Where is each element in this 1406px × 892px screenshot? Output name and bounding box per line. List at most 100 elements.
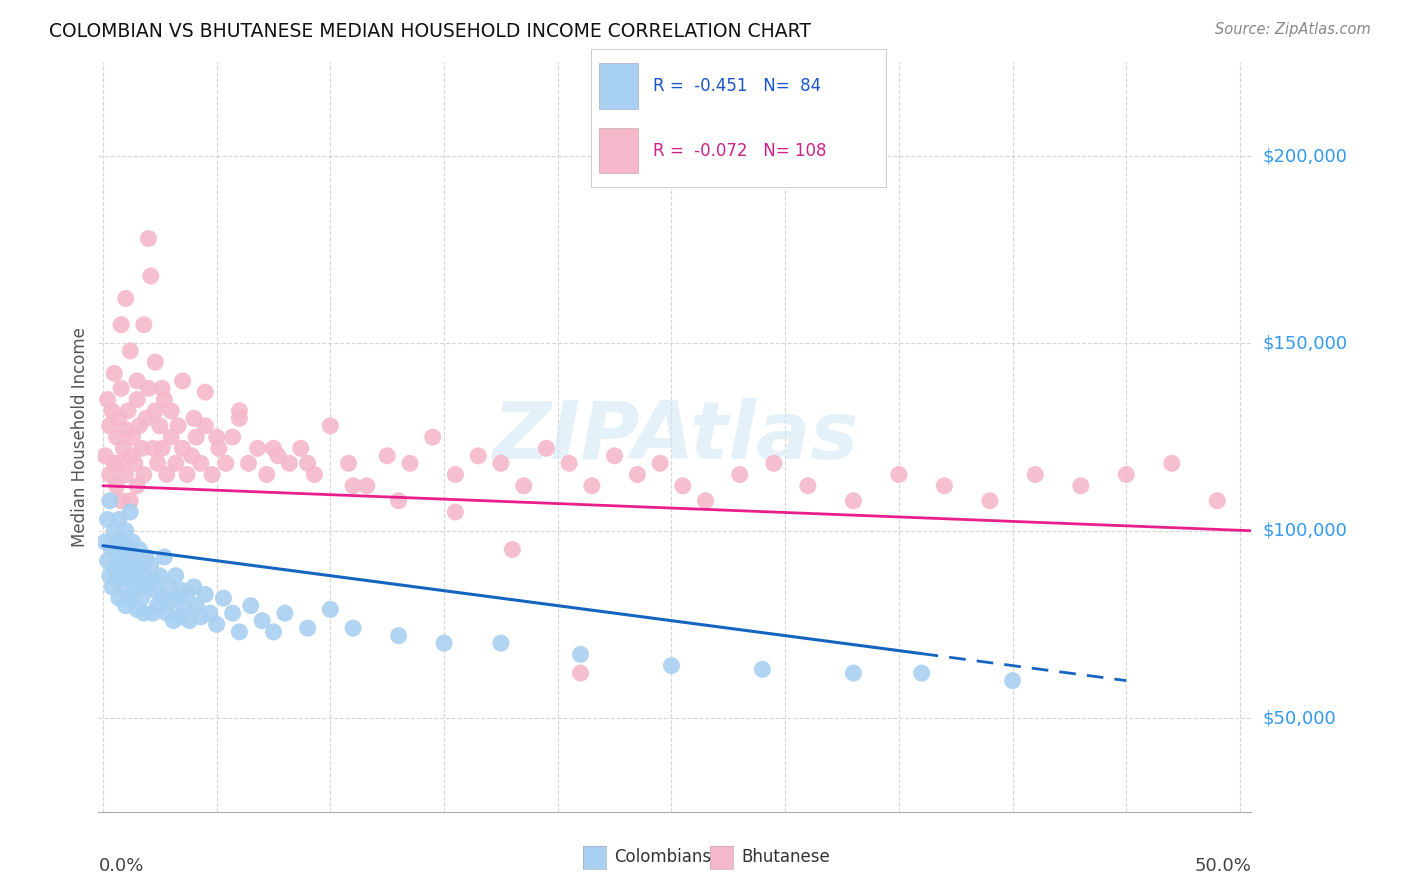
Text: R =  -0.451   N=  84: R = -0.451 N= 84 xyxy=(652,77,821,95)
Point xyxy=(160,404,183,418)
Point xyxy=(179,614,201,628)
Point xyxy=(190,610,212,624)
Point xyxy=(342,479,364,493)
Point xyxy=(103,456,125,470)
Text: COLOMBIAN VS BHUTANESE MEDIAN HOUSEHOLD INCOME CORRELATION CHART: COLOMBIAN VS BHUTANESE MEDIAN HOUSEHOLD … xyxy=(49,22,811,41)
Point xyxy=(153,549,176,564)
Point xyxy=(142,573,165,587)
Point xyxy=(108,512,131,526)
Point xyxy=(94,449,117,463)
Point xyxy=(131,591,153,606)
Point xyxy=(108,591,131,606)
Point xyxy=(150,591,173,606)
Point xyxy=(110,318,132,332)
Point xyxy=(201,467,224,482)
Point xyxy=(108,456,131,470)
Point xyxy=(128,418,150,433)
Point xyxy=(110,531,132,545)
Point xyxy=(172,442,194,456)
Point xyxy=(98,467,121,482)
Point xyxy=(221,606,243,620)
Text: $50,000: $50,000 xyxy=(1263,709,1336,727)
Point xyxy=(143,355,166,369)
Point xyxy=(142,442,165,456)
Point xyxy=(444,505,467,519)
Point xyxy=(399,456,422,470)
Point xyxy=(661,658,683,673)
Point xyxy=(246,442,269,456)
Point xyxy=(728,467,751,482)
Point xyxy=(194,385,217,400)
Point xyxy=(672,479,695,493)
Point xyxy=(626,467,648,482)
Point xyxy=(375,449,398,463)
Point xyxy=(228,411,250,425)
Point xyxy=(96,392,118,407)
Point xyxy=(228,624,250,639)
Point xyxy=(263,624,285,639)
Point xyxy=(105,573,128,587)
Point xyxy=(205,430,228,444)
Point xyxy=(910,666,932,681)
Point xyxy=(797,479,820,493)
Point xyxy=(117,539,139,553)
Point xyxy=(238,456,260,470)
Point xyxy=(194,587,217,601)
Point xyxy=(186,430,208,444)
Point xyxy=(489,456,512,470)
Y-axis label: Median Household Income: Median Household Income xyxy=(70,327,89,547)
Point xyxy=(1206,493,1229,508)
Point xyxy=(239,599,262,613)
Point xyxy=(153,392,176,407)
Point xyxy=(512,479,534,493)
Point xyxy=(176,467,198,482)
Point xyxy=(98,568,121,582)
Point xyxy=(120,591,142,606)
Point xyxy=(125,565,148,579)
Point xyxy=(274,606,297,620)
Point xyxy=(648,456,671,470)
Point xyxy=(342,621,364,635)
Point xyxy=(536,442,558,456)
Point xyxy=(131,558,153,572)
Point xyxy=(114,292,136,306)
Point xyxy=(172,374,194,388)
Point xyxy=(128,576,150,591)
Point xyxy=(297,621,319,635)
Point xyxy=(169,610,191,624)
Point xyxy=(108,411,131,425)
Point xyxy=(114,423,136,437)
Point xyxy=(110,493,132,508)
Point xyxy=(569,648,592,662)
Point xyxy=(132,568,155,582)
Point xyxy=(167,418,190,433)
Point xyxy=(183,580,205,594)
Point xyxy=(135,549,157,564)
Point xyxy=(125,374,148,388)
Point xyxy=(103,524,125,538)
Point xyxy=(444,467,467,482)
Point xyxy=(110,381,132,395)
Point xyxy=(751,662,773,676)
Point xyxy=(117,404,139,418)
Point xyxy=(105,539,128,553)
Point xyxy=(125,479,148,493)
Point xyxy=(934,479,956,493)
Point xyxy=(142,606,165,620)
Point xyxy=(98,493,121,508)
Point xyxy=(150,442,173,456)
Point xyxy=(125,602,148,616)
Point xyxy=(190,456,212,470)
Point xyxy=(146,456,169,470)
Point xyxy=(173,602,195,616)
Point xyxy=(124,549,146,564)
Point xyxy=(149,568,172,582)
Point xyxy=(108,549,131,564)
Point xyxy=(138,381,160,395)
Point xyxy=(180,449,202,463)
Point xyxy=(103,367,125,381)
Point xyxy=(1070,479,1092,493)
Point xyxy=(160,430,183,444)
Point xyxy=(156,606,179,620)
Text: Bhutanese: Bhutanese xyxy=(741,848,830,866)
